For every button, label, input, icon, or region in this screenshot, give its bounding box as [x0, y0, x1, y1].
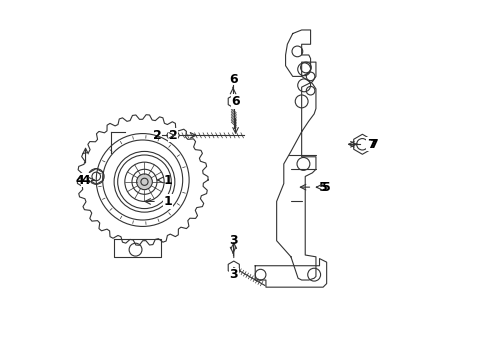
Polygon shape [353, 134, 370, 154]
Text: 5: 5 [322, 181, 330, 194]
Text: 7: 7 [368, 138, 377, 151]
Text: 4: 4 [76, 174, 84, 186]
Text: 3: 3 [228, 234, 237, 247]
Text: 6: 6 [231, 95, 240, 108]
Text: 7: 7 [366, 138, 375, 151]
Text: 4: 4 [81, 174, 90, 186]
Circle shape [136, 174, 152, 190]
Text: 6: 6 [228, 73, 237, 86]
Polygon shape [228, 95, 239, 108]
Text: 1: 1 [163, 195, 172, 208]
Text: 3: 3 [229, 268, 238, 281]
Text: 1: 1 [163, 174, 172, 186]
Text: 2: 2 [152, 129, 161, 142]
Text: 5: 5 [318, 181, 327, 194]
Text: 2: 2 [168, 129, 177, 142]
Polygon shape [166, 130, 179, 141]
Polygon shape [228, 261, 239, 274]
